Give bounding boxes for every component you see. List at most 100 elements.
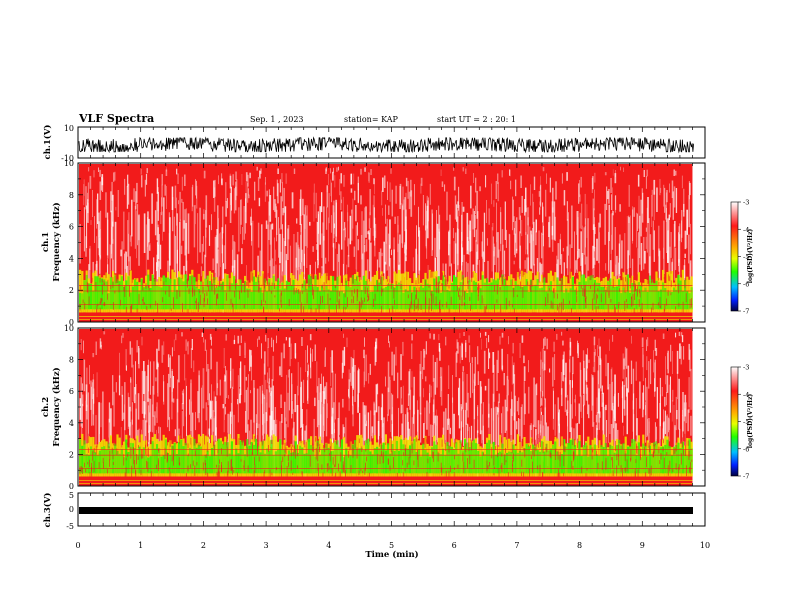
spectrogram-streak [219, 233, 220, 290]
spectrogram-cell [325, 285, 328, 310]
spectrogram-streak [578, 275, 579, 280]
spectrogram-cell [651, 279, 654, 310]
spectrogram-streak [360, 468, 362, 472]
y-tick-label: 4 [69, 254, 74, 263]
spectrogram-streak [552, 187, 554, 213]
spectrogram-streak [312, 268, 314, 271]
spectrogram-streak [448, 365, 450, 389]
spectrogram-streak [280, 352, 283, 377]
spectrogram-cell [409, 285, 412, 310]
spectrogram-streak [132, 447, 134, 455]
spectrogram-streak [348, 281, 349, 287]
spectrogram-streak [217, 469, 219, 480]
spectrogram-streak [155, 377, 157, 382]
spectrogram-streak [243, 304, 245, 309]
spectrogram-streak [439, 376, 442, 397]
spectrogram-streak [264, 283, 265, 289]
spectrogram-streak [387, 361, 390, 393]
spectrogram-cell [365, 280, 368, 310]
spectrogram-streak [161, 345, 164, 363]
spectrogram-streak [298, 249, 300, 291]
spectrogram-streak [174, 429, 176, 437]
spectrogram-streak [604, 285, 606, 289]
spectrogram-streak [322, 403, 324, 445]
spectrogram-streak [430, 291, 432, 296]
spectrogram-cell [235, 283, 238, 310]
spectrogram-streak [484, 385, 487, 391]
spectrogram-streak [172, 197, 174, 232]
spectrogram-streak [234, 290, 236, 298]
spectrogram-cell [640, 457, 643, 474]
spectrogram-cell [376, 446, 379, 474]
spectrogram-streak [636, 212, 637, 248]
spectrogram-streak [157, 460, 159, 472]
spectrogram-streak [374, 223, 377, 238]
spectrogram-streak [245, 411, 247, 433]
spectrogram-streak [209, 393, 210, 436]
spectrogram-streak [114, 221, 117, 274]
spectrogram-streak [339, 434, 340, 438]
spectrogram-streak [277, 271, 279, 282]
spectrogram-streak [284, 209, 286, 230]
spectrogram-streak [510, 180, 512, 190]
spectrogram-streak [261, 343, 262, 359]
spectrogram-streak [466, 374, 468, 411]
spectrogram-streak [588, 404, 590, 419]
spectrogram-streak [400, 280, 402, 289]
spectrogram-streak [323, 282, 325, 291]
spectrogram-streak [254, 456, 255, 465]
spectrogram-streak [408, 191, 411, 210]
spectrogram-streak [99, 169, 101, 177]
spectrogram-streak [172, 398, 175, 403]
spectrogram-cell [684, 450, 687, 474]
spectrogram-streak [678, 259, 680, 263]
spectrogram-streak [237, 472, 238, 477]
spectrogram-streak [391, 351, 393, 376]
spectrogram-streak [514, 228, 515, 255]
spectrogram-streak [509, 234, 511, 276]
spectrogram-streak [438, 343, 441, 352]
spectrogram-streak [445, 263, 447, 284]
spectrogram-cell [532, 444, 535, 474]
y-tick-label: 10 [64, 324, 74, 333]
spectrogram-streak [548, 222, 550, 237]
spectrogram-cell [147, 457, 150, 474]
spectrogram-streak [462, 247, 464, 262]
spectrogram-cell [679, 448, 682, 474]
spectrogram-streak [581, 203, 583, 230]
spectrogram-streak [553, 288, 555, 299]
spectrogram-streak [690, 368, 692, 410]
spectrogram-streak [373, 298, 374, 307]
spectrogram-streak [270, 391, 273, 420]
spectrogram-streak [99, 255, 101, 283]
spectrogram-streak [179, 191, 181, 221]
spectrogram-streak [575, 394, 576, 417]
spectrogram-streak [334, 373, 336, 420]
spectrogram-streak [87, 392, 89, 454]
spectrogram-cell [662, 446, 665, 474]
spectrogram-streak [432, 293, 434, 304]
spectrogram-cell [587, 277, 590, 310]
spectrogram-streak [253, 387, 255, 447]
spectrogram-cell [255, 281, 258, 310]
spectrogram-cell [116, 279, 119, 310]
spectrogram-streak [587, 218, 589, 271]
spectrogram-streak [122, 332, 124, 338]
spectrogram-streak [420, 183, 422, 194]
spectrogram-streak [542, 206, 544, 235]
spectrogram-streak [137, 204, 139, 246]
x-axis-label: Time (min) [365, 549, 418, 560]
spectrogram-streak [174, 185, 177, 209]
spectrogram-streak [279, 233, 281, 264]
spectrogram-streak [448, 308, 450, 315]
spectrogram-streak [145, 375, 148, 423]
spectrogram-streak [612, 187, 613, 212]
colorbar-tick-label: -7 [743, 473, 749, 481]
spectrogram-cell [360, 289, 363, 310]
spectrogram-streak [221, 227, 223, 254]
spectrogram-streak [482, 231, 484, 259]
spectrogram-streak [401, 386, 402, 399]
spectrogram-streak [210, 348, 212, 370]
spectrogram-streak [643, 170, 645, 177]
spectrogram-cell [358, 282, 361, 310]
